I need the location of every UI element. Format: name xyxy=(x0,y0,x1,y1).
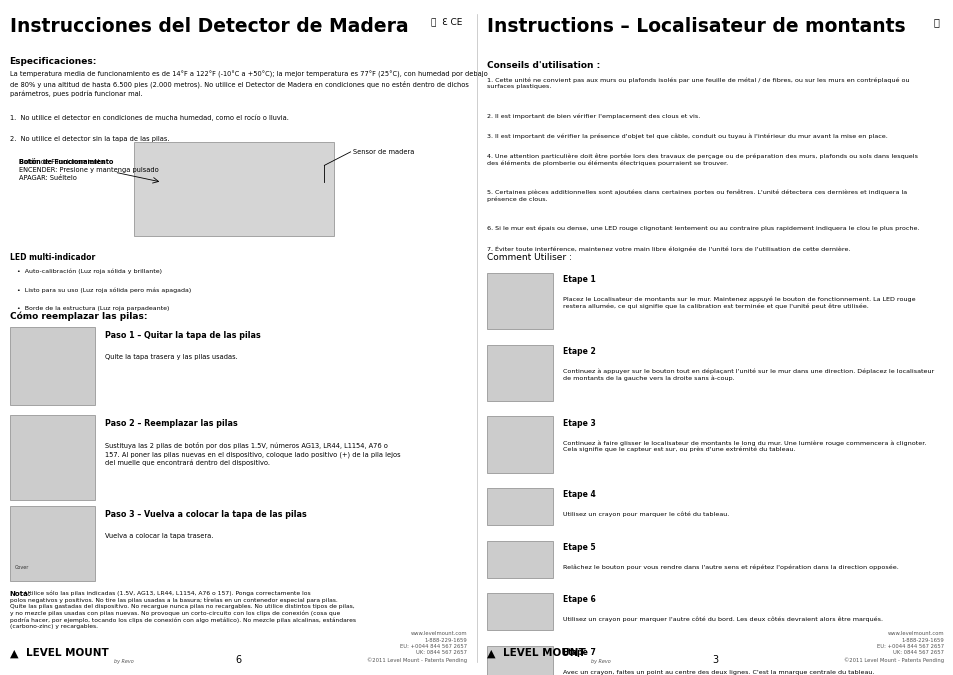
Text: Continuez à faire glisser le localisateur de montants le long du mur. Une lumièr: Continuez à faire glisser le localisateu… xyxy=(562,440,925,452)
Text: Instrucciones del Detector de Madera: Instrucciones del Detector de Madera xyxy=(10,17,408,36)
Bar xyxy=(486,273,553,329)
Text: Cover: Cover xyxy=(14,566,29,570)
Text: ⓔ: ⓔ xyxy=(933,17,939,27)
Text: Comment Utiliser :: Comment Utiliser : xyxy=(486,253,571,262)
Bar xyxy=(486,488,553,525)
Text: 2. Il est important de bien vérifier l'emplacement des clous et vis.: 2. Il est important de bien vérifier l'e… xyxy=(486,113,700,119)
Text: www.levelmount.com
1-888-229-1659
EU: +0044 844 567 2657
UK: 0844 567 2657
©2011: www.levelmount.com 1-888-229-1659 EU: +0… xyxy=(367,631,467,663)
Bar xyxy=(486,345,553,401)
Bar xyxy=(133,142,334,236)
Text: Botón de Funcionamiento
ENCENDER: Presione y mantenga pulsado
APAGAR: Suéltelo: Botón de Funcionamiento ENCENDER: Presio… xyxy=(19,159,158,181)
Text: 7. Éviter toute interférence, maintenez votre main libre éloignée de l'unité lor: 7. Éviter toute interférence, maintenez … xyxy=(486,246,849,252)
Text: 6. Si le mur est épais ou dense, une LED rouge clignotant lentement ou au contra: 6. Si le mur est épais ou dense, une LED… xyxy=(486,225,918,231)
Text: •  Listo para su uso (Luz roja sólida pero más apagada): • Listo para su uso (Luz roja sólida per… xyxy=(17,288,191,293)
Text: Botón de Funcionamiento: Botón de Funcionamiento xyxy=(19,159,113,165)
Text: by Revo: by Revo xyxy=(591,659,611,664)
Text: Utilisez un crayon pour marquer le côté du tableau.: Utilisez un crayon pour marquer le côté … xyxy=(562,512,728,517)
Text: Paso 1 – Quitar la tapa de las pilas: Paso 1 – Quitar la tapa de las pilas xyxy=(105,331,260,340)
Text: 2.  No utilice el detector sin la tapa de las pilas.: 2. No utilice el detector sin la tapa de… xyxy=(10,136,169,142)
Text: LEVEL MOUNT: LEVEL MOUNT xyxy=(503,649,585,658)
Text: Sensor de madera: Sensor de madera xyxy=(353,148,414,155)
Text: Utilisez un crayon pour marquer l'autre côté du bord. Les deux côtés devraient a: Utilisez un crayon pour marquer l'autre … xyxy=(562,617,882,622)
Text: Paso 2 – Reemplazar las pilas: Paso 2 – Reemplazar las pilas xyxy=(105,418,237,427)
Text: Etape 6: Etape 6 xyxy=(562,595,595,604)
Text: Avec un crayon, faites un point au centre des deux lignes. C'est la mnarque cent: Avec un crayon, faites un point au centr… xyxy=(562,670,873,674)
Bar xyxy=(10,415,95,500)
Text: Vuelva a colocar la tapa trasera.: Vuelva a colocar la tapa trasera. xyxy=(105,533,213,539)
Bar xyxy=(10,506,95,580)
Text: Etape 7: Etape 7 xyxy=(562,648,595,657)
Text: by Revo: by Revo xyxy=(114,659,134,664)
Text: Especificaciones:: Especificaciones: xyxy=(10,57,97,66)
Text: Continuez à appuyer sur le bouton tout en déplaçant l'unité sur le mur dans une : Continuez à appuyer sur le bouton tout e… xyxy=(562,369,933,381)
Text: ▲: ▲ xyxy=(486,649,495,658)
Text: Placez le Localisateur de montants sur le mur. Maintenez appuyé le bouton de fon: Placez le Localisateur de montants sur l… xyxy=(562,297,915,309)
Text: 3. Il est important de vérifier la présence d'objet tel que câble, conduit ou tu: 3. Il est important de vérifier la prése… xyxy=(486,134,886,139)
Text: LED multi-indicador: LED multi-indicador xyxy=(10,253,94,262)
Text: La temperatura media de funcionamiento es de 14°F a 122°F (-10°C a +50°C); la me: La temperatura media de funcionamiento e… xyxy=(10,71,487,97)
Text: Etape 2: Etape 2 xyxy=(562,347,595,356)
Bar xyxy=(10,327,95,405)
Text: 3: 3 xyxy=(712,655,718,665)
Text: Conseils d'utilisation :: Conseils d'utilisation : xyxy=(486,61,599,70)
Text: Sustituya las 2 pilas de botón por dos pilas 1.5V, números AG13, LR44, L1154, A7: Sustituya las 2 pilas de botón por dos p… xyxy=(105,442,400,466)
Text: 1.  No utilice el detector en condiciones de mucha humedad, como el rocío o lluv: 1. No utilice el detector en condiciones… xyxy=(10,115,288,122)
Text: Relâchez le bouton pour vous rendre dans l'autre sens et répétez l'opération dan: Relâchez le bouton pour vous rendre dans… xyxy=(562,564,898,570)
Text: www.levelmount.com
1-888-229-1659
EU: +0044 844 567 2657
UK: 0844 567 2657
©2011: www.levelmount.com 1-888-229-1659 EU: +0… xyxy=(843,631,943,663)
Bar xyxy=(486,416,553,472)
Text: Quite la tapa trasera y las pilas usadas.: Quite la tapa trasera y las pilas usadas… xyxy=(105,354,237,360)
Text: 6: 6 xyxy=(235,655,241,665)
Text: Instructions – Localisateur de montants: Instructions – Localisateur de montants xyxy=(486,17,904,36)
Text: Etape 4: Etape 4 xyxy=(562,490,595,499)
Text: Paso 3 – Vuelva a colocar la tapa de las pilas: Paso 3 – Vuelva a colocar la tapa de las… xyxy=(105,510,306,518)
Bar xyxy=(486,593,553,630)
Text: LEVEL MOUNT: LEVEL MOUNT xyxy=(27,649,109,658)
Text: •  Borde de la estructura (Luz roja parpadeante): • Borde de la estructura (Luz roja parpa… xyxy=(17,306,169,311)
Text: Etape 1: Etape 1 xyxy=(562,275,595,284)
Text: 4. Une attention particulière doit être portée lors des travaux de perçage ou de: 4. Une attention particulière doit être … xyxy=(486,154,917,166)
Text: 1. Cette unité ne convient pas aux murs ou plafonds isolés par une feuille de mé: 1. Cette unité ne convient pas aux murs … xyxy=(486,78,908,89)
Text: Nota:: Nota: xyxy=(10,591,31,597)
Text: •  Auto-calibración (Luz roja sólida y brillante): • Auto-calibración (Luz roja sólida y br… xyxy=(17,269,161,274)
Text: Utilice sólo las pilas indicadas (1.5V, AG13, LR44, L1154, A76 o 157). Ponga cor: Utilice sólo las pilas indicadas (1.5V, … xyxy=(10,591,355,629)
Text: ⓔ  ℇ CE: ⓔ ℇ CE xyxy=(431,17,462,26)
Bar xyxy=(486,541,553,578)
Bar xyxy=(486,646,553,675)
Text: 5. Certaines pièces additionnelles sont ajoutées dans certaines portes ou fenêtr: 5. Certaines pièces additionnelles sont … xyxy=(486,190,905,202)
Text: ▲: ▲ xyxy=(10,649,18,658)
Text: Etape 3: Etape 3 xyxy=(562,418,595,427)
Text: Cómo reemplazar las pilas:: Cómo reemplazar las pilas: xyxy=(10,312,147,321)
Text: Etape 5: Etape 5 xyxy=(562,543,595,551)
